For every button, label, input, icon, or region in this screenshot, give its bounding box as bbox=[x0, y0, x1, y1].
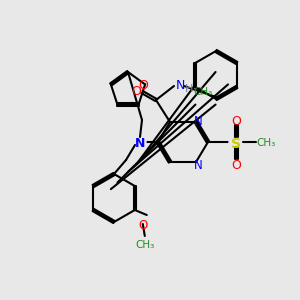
Text: O: O bbox=[131, 85, 141, 98]
Text: N: N bbox=[135, 137, 145, 150]
Text: N: N bbox=[194, 159, 202, 172]
Text: O: O bbox=[138, 80, 148, 92]
Text: N: N bbox=[175, 79, 185, 92]
Text: O: O bbox=[231, 115, 241, 128]
Text: S: S bbox=[231, 136, 241, 151]
Circle shape bbox=[229, 135, 243, 149]
Text: CH₃: CH₃ bbox=[256, 138, 276, 148]
Text: H: H bbox=[185, 84, 193, 94]
Circle shape bbox=[134, 136, 146, 148]
Text: O: O bbox=[231, 159, 241, 172]
Text: O: O bbox=[138, 219, 147, 232]
Text: CH₃: CH₃ bbox=[194, 87, 213, 97]
Text: CH₃: CH₃ bbox=[135, 240, 154, 250]
Text: N: N bbox=[194, 115, 202, 128]
